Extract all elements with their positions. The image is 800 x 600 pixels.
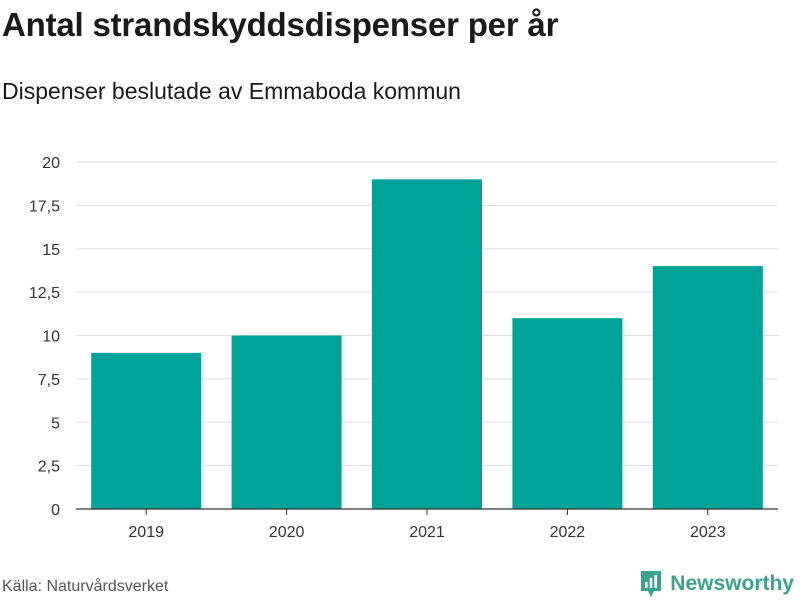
y-tick-label: 17,5 <box>29 198 60 215</box>
y-tick-label: 15 <box>42 242 60 259</box>
x-tick-label: 2020 <box>269 524 305 541</box>
newsworthy-logo-icon <box>641 571 662 597</box>
x-tick-label: 2023 <box>690 524 726 541</box>
y-tick-label: 0 <box>51 502 60 519</box>
y-tick-label: 2,5 <box>38 459 60 476</box>
y-tick-label: 12,5 <box>29 285 60 302</box>
source-note: Källa: Naturvårdsverket <box>2 578 169 595</box>
bar-2022 <box>512 318 623 509</box>
bar-2020 <box>231 335 342 509</box>
newsworthy-logo: Newsworthy <box>639 569 794 599</box>
y-tick-label: 5 <box>51 415 60 432</box>
x-tick-label: 2019 <box>128 524 164 541</box>
chart-title: Antal strandskyddsdispenser per år <box>2 6 559 43</box>
brand-name: Newsworthy <box>670 572 794 595</box>
bar-2023 <box>652 266 763 509</box>
y-tick-label: 7,5 <box>38 372 60 389</box>
y-tick-label: 10 <box>42 329 60 346</box>
bar-2021 <box>372 179 482 509</box>
x-tick-label: 2022 <box>550 524 586 541</box>
bar-2019 <box>91 352 202 509</box>
x-tick-label: 2021 <box>409 524 445 541</box>
chart-subtitle: Dispenser beslutade av Emmaboda kommun <box>2 78 461 104</box>
y-tick-label: 20 <box>42 155 60 172</box>
bar-chart: 0 2,5 5 7,5 10 12,5 15 17,5 20 2019 2020 2021 2022 20… <box>29 155 778 541</box>
